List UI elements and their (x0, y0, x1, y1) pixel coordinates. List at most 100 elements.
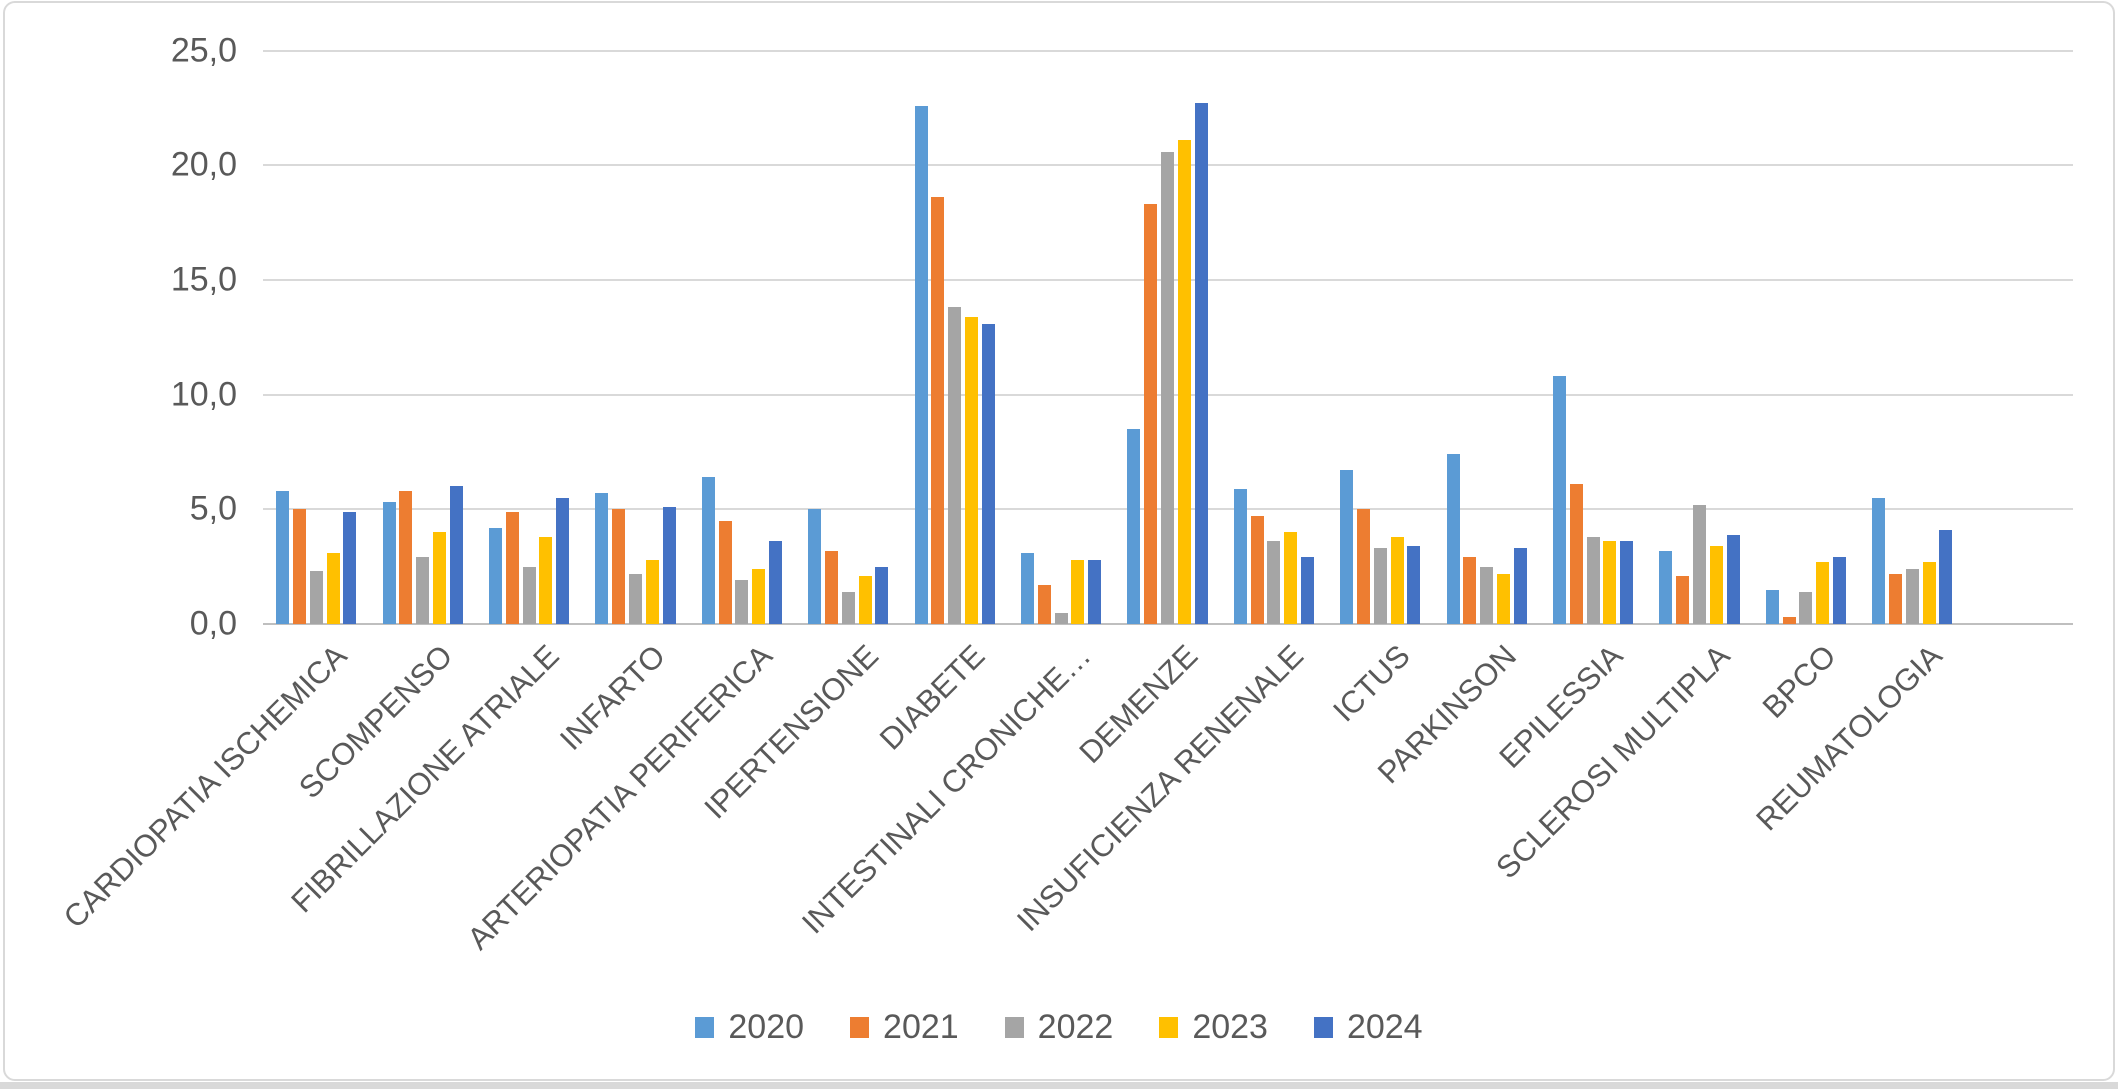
bar-2022 (1799, 591, 1813, 624)
bar-2024 (449, 486, 463, 624)
legend-swatch (850, 1017, 870, 1038)
y-axis-tick-label: 15,0 (170, 260, 237, 299)
bar-2021 (612, 509, 626, 624)
y-axis-tick-label: 10,0 (170, 375, 237, 414)
bar-2024 (981, 323, 995, 624)
bar-2020 (1872, 497, 1886, 624)
legend-item-2020: 2020 (695, 1008, 804, 1047)
legend-label: 2020 (728, 1008, 805, 1046)
bar-2021 (1250, 516, 1264, 624)
bar-2020 (382, 502, 396, 624)
bar-2022 (841, 591, 855, 624)
bar-2022 (628, 573, 642, 624)
bar-2024 (1513, 548, 1527, 624)
bar-2022 (1267, 541, 1281, 624)
bar-2021 (1356, 509, 1370, 624)
bar-2022 (1905, 568, 1919, 624)
bar-2020 (701, 477, 715, 624)
legend-label: 2022 (1037, 1008, 1114, 1046)
bar-2021 (1782, 617, 1796, 624)
bar-2023 (1709, 546, 1723, 624)
bar-2020 (1233, 488, 1247, 624)
bar-2023 (752, 568, 766, 624)
bar-2022 (735, 580, 749, 624)
x-axis-label: ICTUS (1326, 638, 1417, 729)
bar-2022 (1586, 536, 1600, 624)
bar-2022 (1480, 566, 1494, 624)
y-axis-tick-label: 0,0 (189, 604, 237, 643)
bar-2024 (875, 566, 889, 624)
bar-2022 (948, 307, 962, 624)
bar-2023 (1816, 562, 1830, 624)
bar-2021 (399, 490, 413, 624)
bar-2021 (1888, 573, 1902, 624)
bar-2023 (1922, 562, 1936, 624)
bar-2022 (1054, 612, 1068, 624)
bar-2020 (488, 527, 502, 624)
legend-item-2022: 2022 (1004, 1008, 1114, 1047)
bar-2022 (416, 557, 430, 624)
bar-2020 (1446, 454, 1460, 624)
legend-label: 2023 (1192, 1008, 1268, 1046)
legend: 2020 2021 2022 2023 2024 (5, 1008, 2113, 1047)
x-axis-label: BPCO (1755, 638, 1843, 725)
bar-2022 (1692, 504, 1706, 624)
bar-2022 (309, 571, 323, 624)
bar-2024 (1726, 534, 1740, 624)
y-axis-tick-label: 20,0 (170, 145, 237, 184)
bar-2020 (1552, 376, 1566, 624)
bar-2020 (1340, 470, 1354, 624)
bar-2020 (914, 105, 928, 624)
bar-2021 (824, 550, 838, 624)
chart-card: 0,0 5,0 10,0 15,0 20,0 25,0 CARDIOPATIA ISCHEM… (3, 1, 2115, 1081)
y-axis-tick-label: 5,0 (189, 489, 237, 528)
bar-2024 (556, 497, 570, 624)
bar-2020 (808, 509, 822, 624)
bar-2020 (1765, 589, 1779, 624)
bar-2021 (1463, 557, 1477, 624)
legend-swatch (1313, 1017, 1333, 1038)
legend-item-2024: 2024 (1313, 1008, 1423, 1047)
bar-2021 (931, 197, 945, 624)
bar-2024 (768, 541, 782, 624)
plot-area: 0,0 5,0 10,0 15,0 20,0 25,0 CARDIOPATIA ISCHEM… (5, 3, 2113, 1079)
bar-2021 (718, 520, 732, 624)
bar-2021 (1676, 575, 1690, 624)
bar-2023 (1390, 536, 1404, 624)
legend-swatch (695, 1017, 715, 1038)
bar-2023 (1603, 541, 1617, 624)
bar-2021 (1144, 204, 1158, 624)
bar-2020 (276, 490, 290, 624)
bar-2021 (1569, 484, 1583, 624)
bar-2024 (1939, 529, 1953, 624)
bar-2024 (343, 511, 357, 624)
legend-label: 2021 (883, 1008, 959, 1046)
gridline (263, 49, 2073, 52)
bar-2020 (1020, 552, 1034, 624)
bar-2023 (326, 552, 340, 624)
x-axis-line (263, 623, 2073, 625)
legend-label: 2024 (1346, 1008, 1423, 1046)
bar-2024 (1194, 103, 1208, 624)
bottom-edge-strip (0, 1082, 2118, 1089)
bar-2020 (595, 493, 609, 624)
legend-item-2021: 2021 (850, 1008, 959, 1047)
y-axis-tick-label: 25,0 (170, 31, 237, 70)
bar-2023 (858, 575, 872, 624)
bar-2024 (1407, 546, 1421, 624)
bar-2023 (645, 559, 659, 624)
bar-2023 (1496, 573, 1510, 624)
bar-2024 (1300, 557, 1314, 624)
x-axis-label: REUMATOLOGIA (1749, 638, 1949, 838)
bar-2021 (1037, 585, 1051, 624)
legend-swatch (1004, 1017, 1024, 1038)
bar-2023 (539, 536, 553, 624)
bar-2023 (432, 532, 446, 624)
bar-2023 (1177, 140, 1191, 624)
bar-2021 (292, 509, 306, 624)
bar-2024 (1620, 541, 1634, 624)
bar-2022 (1373, 548, 1387, 624)
bar-2023 (1284, 532, 1298, 624)
bar-2020 (1659, 550, 1673, 624)
